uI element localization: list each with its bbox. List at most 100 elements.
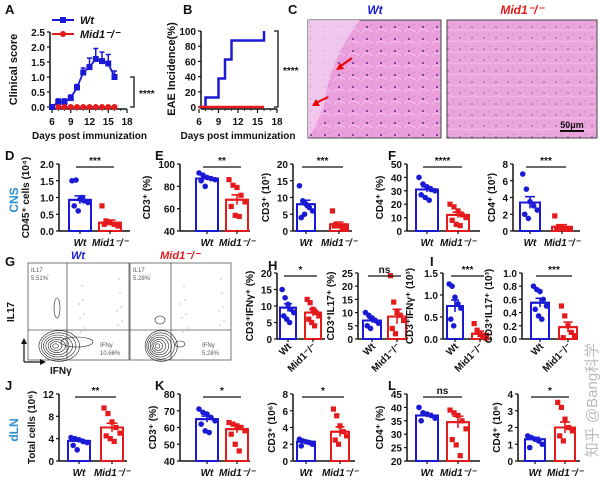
data-point-mid1: [107, 436, 113, 442]
flow-plot-mid1: IL17 5.28% IFNγ 5.28% Mid1⁻/⁻: [129, 250, 232, 362]
data-point-wt: [539, 441, 546, 448]
contour: [144, 330, 178, 362]
data-point-mid1: [67, 104, 74, 110]
data-point-mid1: [101, 405, 107, 411]
x-axis-label: Days post immunization: [32, 131, 147, 142]
y-tick-label: 20: [391, 457, 403, 468]
contour: [148, 334, 172, 358]
y-tick-label: 60: [185, 57, 197, 68]
event-dot: [116, 310, 118, 312]
series-line-wt: [199, 31, 266, 109]
event-dot: [223, 320, 225, 322]
data-point-wt: [67, 95, 74, 101]
y-tick-label: 0: [282, 457, 288, 468]
event-dot: [118, 278, 120, 280]
y-tick-label: 5: [282, 210, 288, 221]
watermark: 知乎 @Bang科学: [584, 343, 600, 457]
x-tick-label-wt: Wt: [201, 468, 214, 479]
y-axis-label: EAE Incidence(%): [166, 22, 178, 116]
y-axis-label: CD3⁺IFNγ⁺ (%): [245, 271, 256, 342]
contour: [149, 336, 169, 356]
data-point-mid1: [343, 433, 350, 439]
y-tick-label: 0.5: [31, 88, 45, 99]
y-tick-label: 10: [391, 214, 403, 225]
x-tick-label-wt: Wt: [201, 238, 214, 249]
y-tick-label: 20: [391, 200, 403, 211]
y-tick-label: 12: [43, 390, 55, 401]
data-point-wt: [111, 74, 118, 80]
event-dot: [82, 299, 84, 301]
flow-plot-wt: IL17 5.51% IFNγ 10.66% Wt: [27, 250, 130, 362]
data-point-mid1: [236, 213, 242, 220]
data-point-mid1: [226, 419, 232, 426]
arrow-right-icon: [40, 359, 46, 365]
y-tick-label: 0: [396, 227, 402, 238]
flow-title: Wt: [71, 250, 86, 262]
event-dot: [221, 292, 223, 294]
y-tick-label: 0.0: [503, 335, 517, 346]
contour: [38, 330, 80, 362]
data-point-mid1: [232, 212, 238, 218]
y-axis-label: CD3⁺IL17⁺ (%): [326, 272, 337, 341]
y-tick-label: 20: [261, 269, 273, 280]
chart-b: 0 20 40 60 80 100 6 9 12 15 18 Days post immunizati…: [166, 22, 299, 142]
data-point-wt: [286, 319, 293, 326]
data-point-mid1: [74, 104, 80, 110]
data-point-mid1: [451, 204, 457, 210]
significance-label: ***: [462, 265, 474, 276]
data-point-wt: [420, 181, 426, 187]
histology-panel: Wt Mid1⁻/⁻ 50μm: [307, 3, 598, 139]
y-axis-label: CD3⁺ (10³): [261, 173, 272, 222]
data-point-wt: [70, 442, 76, 449]
x-tick-label-wt: Wt: [277, 341, 294, 358]
plot-frame: [27, 262, 130, 361]
data-point-wt: [309, 208, 316, 214]
y-tick-label: 4: [48, 435, 54, 446]
x-tick-label: 6: [196, 117, 202, 128]
x-tick-label-wt: Wt: [300, 468, 313, 479]
series-line-wt: [51, 57, 116, 108]
flow-y-axis-label: IL17: [6, 302, 17, 322]
data-point-wt: [279, 286, 285, 293]
data-point-mid1: [558, 404, 564, 410]
data-point-mid1: [455, 208, 461, 214]
data-point-mid1: [447, 201, 453, 207]
data-point-mid1: [103, 433, 109, 439]
x-tick-label-mid1: Mid1⁻/⁻: [94, 468, 132, 479]
y-tick-label: 40: [185, 73, 197, 84]
data-point-mid1: [342, 225, 349, 231]
y-tick-label: 5: [347, 322, 353, 333]
x-tick-label: 15: [103, 117, 115, 128]
contour: [174, 340, 186, 348]
event-dot: [47, 274, 49, 276]
data-point-wt: [449, 283, 455, 290]
bar-chart-6: 0 2 4 6 8 CD4⁺ (10³) Wt Mid1⁻/⁻ ***: [487, 156, 582, 249]
panel-label-i: I: [430, 254, 434, 269]
data-point-wt: [416, 404, 422, 411]
event-dot: [78, 303, 80, 305]
data-point-mid1: [238, 424, 244, 431]
y-axis-label: CD4⁺ (10³): [487, 173, 498, 222]
data-point-mid1: [474, 327, 480, 333]
significance-label: ****: [139, 89, 155, 100]
y-tick-label: 0.0: [424, 335, 438, 346]
data-point-wt: [80, 69, 87, 76]
data-point-wt: [74, 447, 80, 453]
contour: [146, 332, 175, 360]
event-dot: [119, 292, 121, 294]
row-label-cns: CNS: [7, 187, 21, 212]
tissue-border: [308, 20, 360, 138]
data-point-mid1: [115, 223, 121, 229]
y-tick-label: 2.0: [31, 43, 45, 54]
data-point-mid1: [304, 296, 310, 302]
data-point-mid1: [457, 223, 463, 229]
data-point-mid1: [560, 438, 566, 444]
data-point-wt: [450, 323, 457, 329]
y-tick-label: 4: [502, 194, 508, 205]
data-point-mid1: [335, 441, 342, 447]
significance-label: *: [220, 386, 224, 397]
x-tick-label-wt: Wt: [73, 468, 86, 479]
y-tick-label: 1.0: [40, 194, 54, 205]
